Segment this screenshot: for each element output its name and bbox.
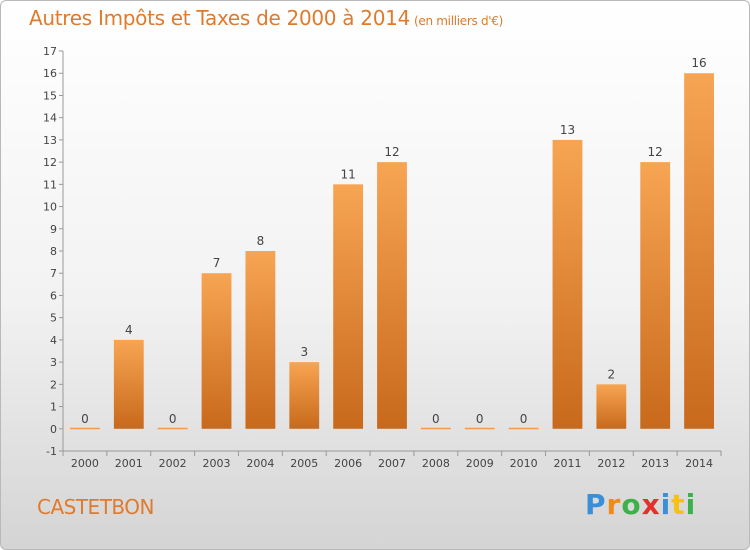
data-label: 7 <box>213 256 221 270</box>
bar <box>245 251 276 429</box>
data-label: 8 <box>257 234 265 248</box>
bar <box>420 427 451 430</box>
y-tick-label: 16 <box>43 67 57 80</box>
y-tick-label: 12 <box>43 156 57 169</box>
logo-letter: i <box>685 488 697 521</box>
bar <box>552 139 583 429</box>
y-tick-label: -1 <box>46 445 57 458</box>
x-tick-label: 2007 <box>378 457 406 470</box>
bar <box>640 162 671 429</box>
logo-letter: r <box>606 488 622 521</box>
data-label: 12 <box>648 145 663 159</box>
data-label: 11 <box>340 167 355 181</box>
data-label: 16 <box>691 56 706 70</box>
bar <box>377 162 407 429</box>
y-tick-label: 7 <box>50 267 57 280</box>
x-tick-label: 2009 <box>466 457 494 470</box>
y-tick-label: 2 <box>50 378 57 391</box>
data-label: 0 <box>432 412 440 426</box>
x-tick-label: 2001 <box>115 457 143 470</box>
data-label: 2 <box>608 367 616 381</box>
x-tick-label: 2000 <box>71 457 99 470</box>
chart-bars <box>70 73 714 430</box>
data-label: 4 <box>125 323 133 337</box>
x-tick-label: 2013 <box>641 457 669 470</box>
x-tick-label: 2004 <box>246 457 274 470</box>
commune-name: CASTETBON <box>37 495 154 519</box>
bar <box>333 184 364 429</box>
y-tick-label: 6 <box>50 289 57 302</box>
y-tick-label: 9 <box>50 223 57 236</box>
bar <box>289 362 320 429</box>
data-label: 0 <box>520 412 528 426</box>
bar <box>113 339 144 429</box>
bar <box>464 427 495 430</box>
chart-unit: (en milliers d'€) <box>414 14 504 28</box>
logo-letter: P <box>585 488 607 521</box>
bar <box>596 384 627 429</box>
y-tick-label: 14 <box>43 112 57 125</box>
x-tick-label: 2002 <box>159 457 187 470</box>
y-tick-label: 5 <box>50 312 57 325</box>
bar <box>684 73 714 429</box>
data-label: 13 <box>560 123 575 137</box>
data-label: 0 <box>81 412 89 426</box>
x-tick-label: 2003 <box>203 457 231 470</box>
x-tick-label: 2014 <box>685 457 713 470</box>
x-tick-label: 2011 <box>553 457 581 470</box>
chart-title-text: Autres Impôts et Taxes de 2000 à 2014 <box>29 6 410 30</box>
y-tick-label: 4 <box>50 334 57 347</box>
logo-letter: t <box>671 488 686 521</box>
chart-title: Autres Impôts et Taxes de 2000 à 2014 (en… <box>29 6 503 30</box>
x-tick-label: 2006 <box>334 457 362 470</box>
logo-letter: o <box>621 488 642 521</box>
logo-letter: i <box>660 488 672 521</box>
y-tick-label: 3 <box>50 356 57 369</box>
x-tick-label: 2005 <box>290 457 318 470</box>
x-tick-label: 2012 <box>597 457 625 470</box>
x-tick-label: 2010 <box>510 457 538 470</box>
y-tick-label: 13 <box>43 134 57 147</box>
bar <box>508 427 539 430</box>
y-tick-label: 10 <box>43 201 57 214</box>
proxiti-logo: Proxiti <box>585 488 696 521</box>
data-label: 0 <box>476 412 484 426</box>
y-tick-label: 11 <box>43 178 57 191</box>
data-label: 3 <box>300 345 308 359</box>
bar <box>157 427 188 430</box>
data-label: 0 <box>169 412 177 426</box>
bar <box>201 273 232 429</box>
chart-data-labels: 0 4 0 7 8 3 11 12 0 0 0 13 2 12 16 <box>81 56 707 426</box>
logo-letter: x <box>641 488 661 521</box>
y-tick-label: 15 <box>43 89 57 102</box>
bar <box>70 427 100 430</box>
y-tick-label: 1 <box>50 401 57 414</box>
y-tick-label: 0 <box>50 423 57 436</box>
x-tick-label: 2008 <box>422 457 450 470</box>
data-label: 12 <box>384 145 399 159</box>
y-tick-label: 8 <box>50 245 57 258</box>
y-tick-label: 17 <box>43 45 57 58</box>
